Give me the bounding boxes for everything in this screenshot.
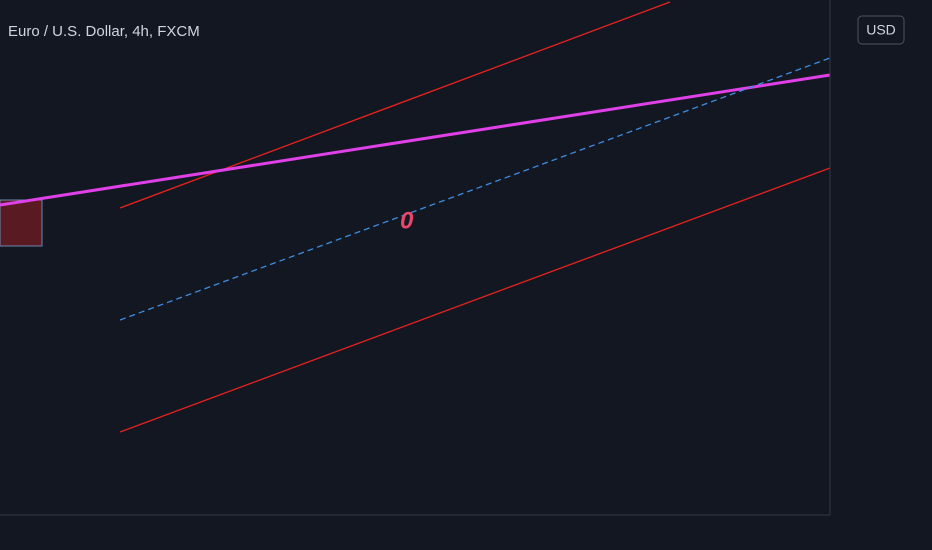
dashed-trend (119, 57, 831, 321)
zone-box (0, 199, 43, 247)
currency[interactable]: USD (866, 22, 896, 38)
trend-line (0, 73, 831, 207)
price-axis-bg (830, 0, 932, 550)
channel-upper (119, 1, 671, 209)
channel-lower (119, 167, 831, 433)
chart-title: Euro / U.S. Dollar, 4h, FXCM (8, 23, 200, 40)
marker: 0 (400, 207, 414, 234)
currency-button[interactable] (857, 15, 905, 45)
